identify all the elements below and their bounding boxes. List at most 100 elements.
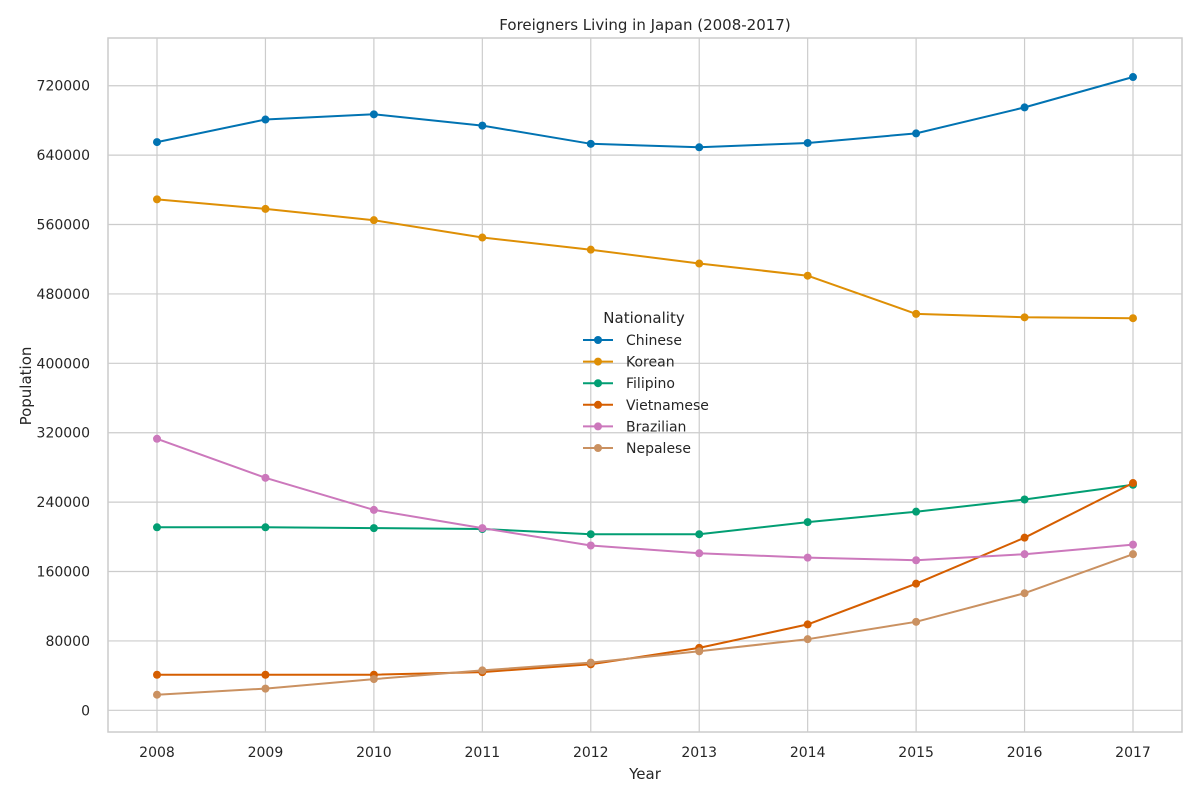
data-point-filipino bbox=[695, 530, 704, 539]
data-point-filipino bbox=[586, 530, 595, 539]
legend-swatch-marker bbox=[594, 444, 602, 452]
data-point-chinese bbox=[586, 139, 595, 148]
data-point-nepalese bbox=[695, 647, 704, 656]
data-point-vietnamese bbox=[153, 670, 161, 679]
legend-item-vietnamese: Vietnamese bbox=[583, 398, 709, 414]
legend-label: Korean bbox=[626, 355, 675, 371]
data-point-brazilian bbox=[695, 549, 704, 558]
series-line-nepalese bbox=[156, 553, 1134, 696]
data-point-filipino bbox=[369, 524, 378, 533]
series-vietnamese bbox=[153, 479, 1137, 679]
data-point-filipino bbox=[261, 523, 270, 532]
data-point-vietnamese bbox=[261, 670, 270, 679]
data-point-nepalese bbox=[478, 666, 487, 675]
legend-label: Chinese bbox=[626, 333, 682, 349]
legend-label: Nepalese bbox=[626, 441, 691, 457]
legend-swatch-marker bbox=[594, 336, 602, 344]
y-tick-label: 80000 bbox=[45, 634, 90, 650]
legend-item-brazilian: Brazilian bbox=[583, 419, 686, 435]
data-point-vietnamese bbox=[803, 620, 812, 629]
data-point-brazilian bbox=[1020, 550, 1029, 559]
y-tick-label: 320000 bbox=[37, 426, 90, 442]
series-line-filipino bbox=[157, 483, 1134, 536]
y-axis-title: Population bbox=[17, 347, 35, 426]
data-point-nepalese bbox=[261, 684, 270, 693]
series-line-chinese bbox=[156, 76, 1134, 149]
y-tick-label: 0 bbox=[81, 703, 90, 719]
y-tick-labels: 0 80000 160000 240000 320000 400000 480000 5600… bbox=[37, 79, 90, 720]
data-point-chinese bbox=[695, 143, 704, 152]
data-point-korean bbox=[586, 245, 595, 254]
x-tick-label: 2017 bbox=[1115, 745, 1151, 761]
data-point-chinese bbox=[1020, 103, 1029, 112]
series-korean bbox=[153, 195, 1137, 323]
data-point-vietnamese bbox=[1020, 533, 1029, 542]
grid bbox=[108, 38, 1182, 732]
data-point-filipino bbox=[912, 507, 921, 516]
legend-swatch-marker bbox=[594, 400, 602, 409]
data-point-brazilian bbox=[1129, 540, 1137, 549]
y-tick-label: 640000 bbox=[37, 148, 90, 164]
data-point-chinese bbox=[369, 110, 378, 119]
data-point-korean bbox=[695, 259, 704, 268]
x-tick-label: 2012 bbox=[573, 745, 609, 761]
data-point-filipino bbox=[153, 523, 161, 532]
series-line-brazilian bbox=[156, 437, 1134, 562]
data-point-korean bbox=[803, 271, 812, 280]
legend-swatch-marker bbox=[594, 357, 602, 366]
x-tick-label: 2016 bbox=[1007, 745, 1043, 761]
y-tick-label: 240000 bbox=[37, 495, 90, 511]
data-point-nepalese bbox=[1129, 550, 1137, 559]
legend: Nationality Chinese Korean Filipino Vietnam… bbox=[583, 309, 709, 457]
data-point-chinese bbox=[803, 138, 812, 147]
data-point-korean bbox=[912, 309, 921, 318]
legend-item-nepalese: Nepalese bbox=[583, 441, 691, 457]
data-point-brazilian bbox=[369, 505, 378, 514]
data-point-brazilian bbox=[586, 541, 595, 550]
data-point-brazilian bbox=[912, 556, 921, 565]
data-point-vietnamese bbox=[912, 579, 921, 588]
data-point-nepalese bbox=[912, 617, 921, 626]
data-point-brazilian bbox=[153, 434, 161, 443]
data-point-filipino bbox=[1020, 495, 1029, 504]
x-tick-label: 2013 bbox=[681, 745, 717, 761]
data-point-nepalese bbox=[369, 675, 378, 684]
data-point-korean bbox=[153, 195, 161, 204]
y-tick-label: 560000 bbox=[37, 218, 90, 234]
data-point-chinese bbox=[478, 121, 487, 130]
series-brazilian bbox=[153, 434, 1137, 565]
data-point-nepalese bbox=[153, 690, 161, 699]
y-tick-label: 480000 bbox=[37, 287, 90, 303]
chart-title: Foreigners Living in Japan (2008-2017) bbox=[499, 16, 790, 34]
legend-item-chinese: Chinese bbox=[583, 333, 682, 349]
x-tick-label: 2015 bbox=[898, 745, 934, 761]
legend-swatch-marker bbox=[594, 422, 602, 431]
series-layer bbox=[153, 73, 1137, 699]
x-tick-label: 2014 bbox=[790, 745, 826, 761]
series-chinese bbox=[153, 73, 1137, 152]
data-point-korean bbox=[1129, 314, 1137, 323]
plot-frame bbox=[107, 37, 1183, 733]
data-point-chinese bbox=[261, 115, 270, 124]
data-point-brazilian bbox=[261, 473, 270, 482]
x-tick-label: 2008 bbox=[139, 745, 175, 761]
series-nepalese bbox=[153, 550, 1137, 699]
data-point-nepalese bbox=[1020, 589, 1029, 598]
data-point-nepalese bbox=[803, 635, 812, 644]
data-point-korean bbox=[261, 204, 270, 213]
x-tick-labels: 2008 2009 2010 2011 2012 2013 2014 2015 2016 2017 bbox=[139, 745, 1151, 761]
x-tick-label: 2011 bbox=[465, 745, 501, 761]
data-point-korean bbox=[369, 216, 378, 225]
series-filipino bbox=[153, 480, 1137, 539]
data-point-chinese bbox=[912, 129, 921, 138]
legend-label: Vietnamese bbox=[626, 398, 709, 414]
data-point-korean bbox=[1020, 313, 1029, 322]
legend-item-filipino: Filipino bbox=[583, 376, 675, 392]
data-point-vietnamese bbox=[1129, 479, 1137, 488]
data-point-korean bbox=[478, 233, 487, 242]
x-tick-label: 2009 bbox=[248, 745, 284, 761]
series-line-vietnamese bbox=[157, 482, 1134, 676]
y-tick-label: 720000 bbox=[37, 79, 90, 95]
